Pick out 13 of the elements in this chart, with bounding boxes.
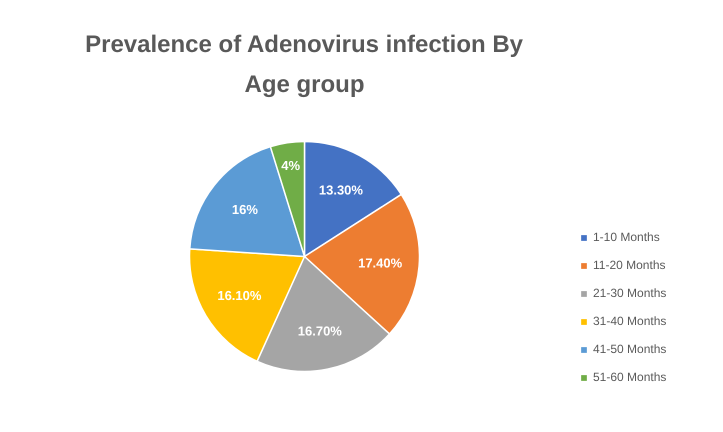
- data-label: 13.30%: [318, 182, 364, 198]
- legend-label: 51-60 Months: [593, 370, 666, 384]
- legend-label: 1-10 Months: [593, 230, 660, 244]
- data-label: 16.10%: [217, 288, 262, 304]
- legend-label: 11-20 Months: [593, 258, 666, 272]
- legend-label: 21-30 Months: [593, 286, 666, 300]
- data-label: 17.40%: [358, 255, 403, 270]
- chart-title: Prevalence of Adenovirus infection By Age group: [85, 31, 524, 98]
- data-label: 4%: [281, 158, 301, 174]
- legend-label: 31-40 Months: [593, 314, 666, 328]
- data-label: 16%: [232, 202, 258, 217]
- legend-label: 41-50 Months: [593, 342, 666, 356]
- data-label: 16.70%: [298, 323, 342, 338]
